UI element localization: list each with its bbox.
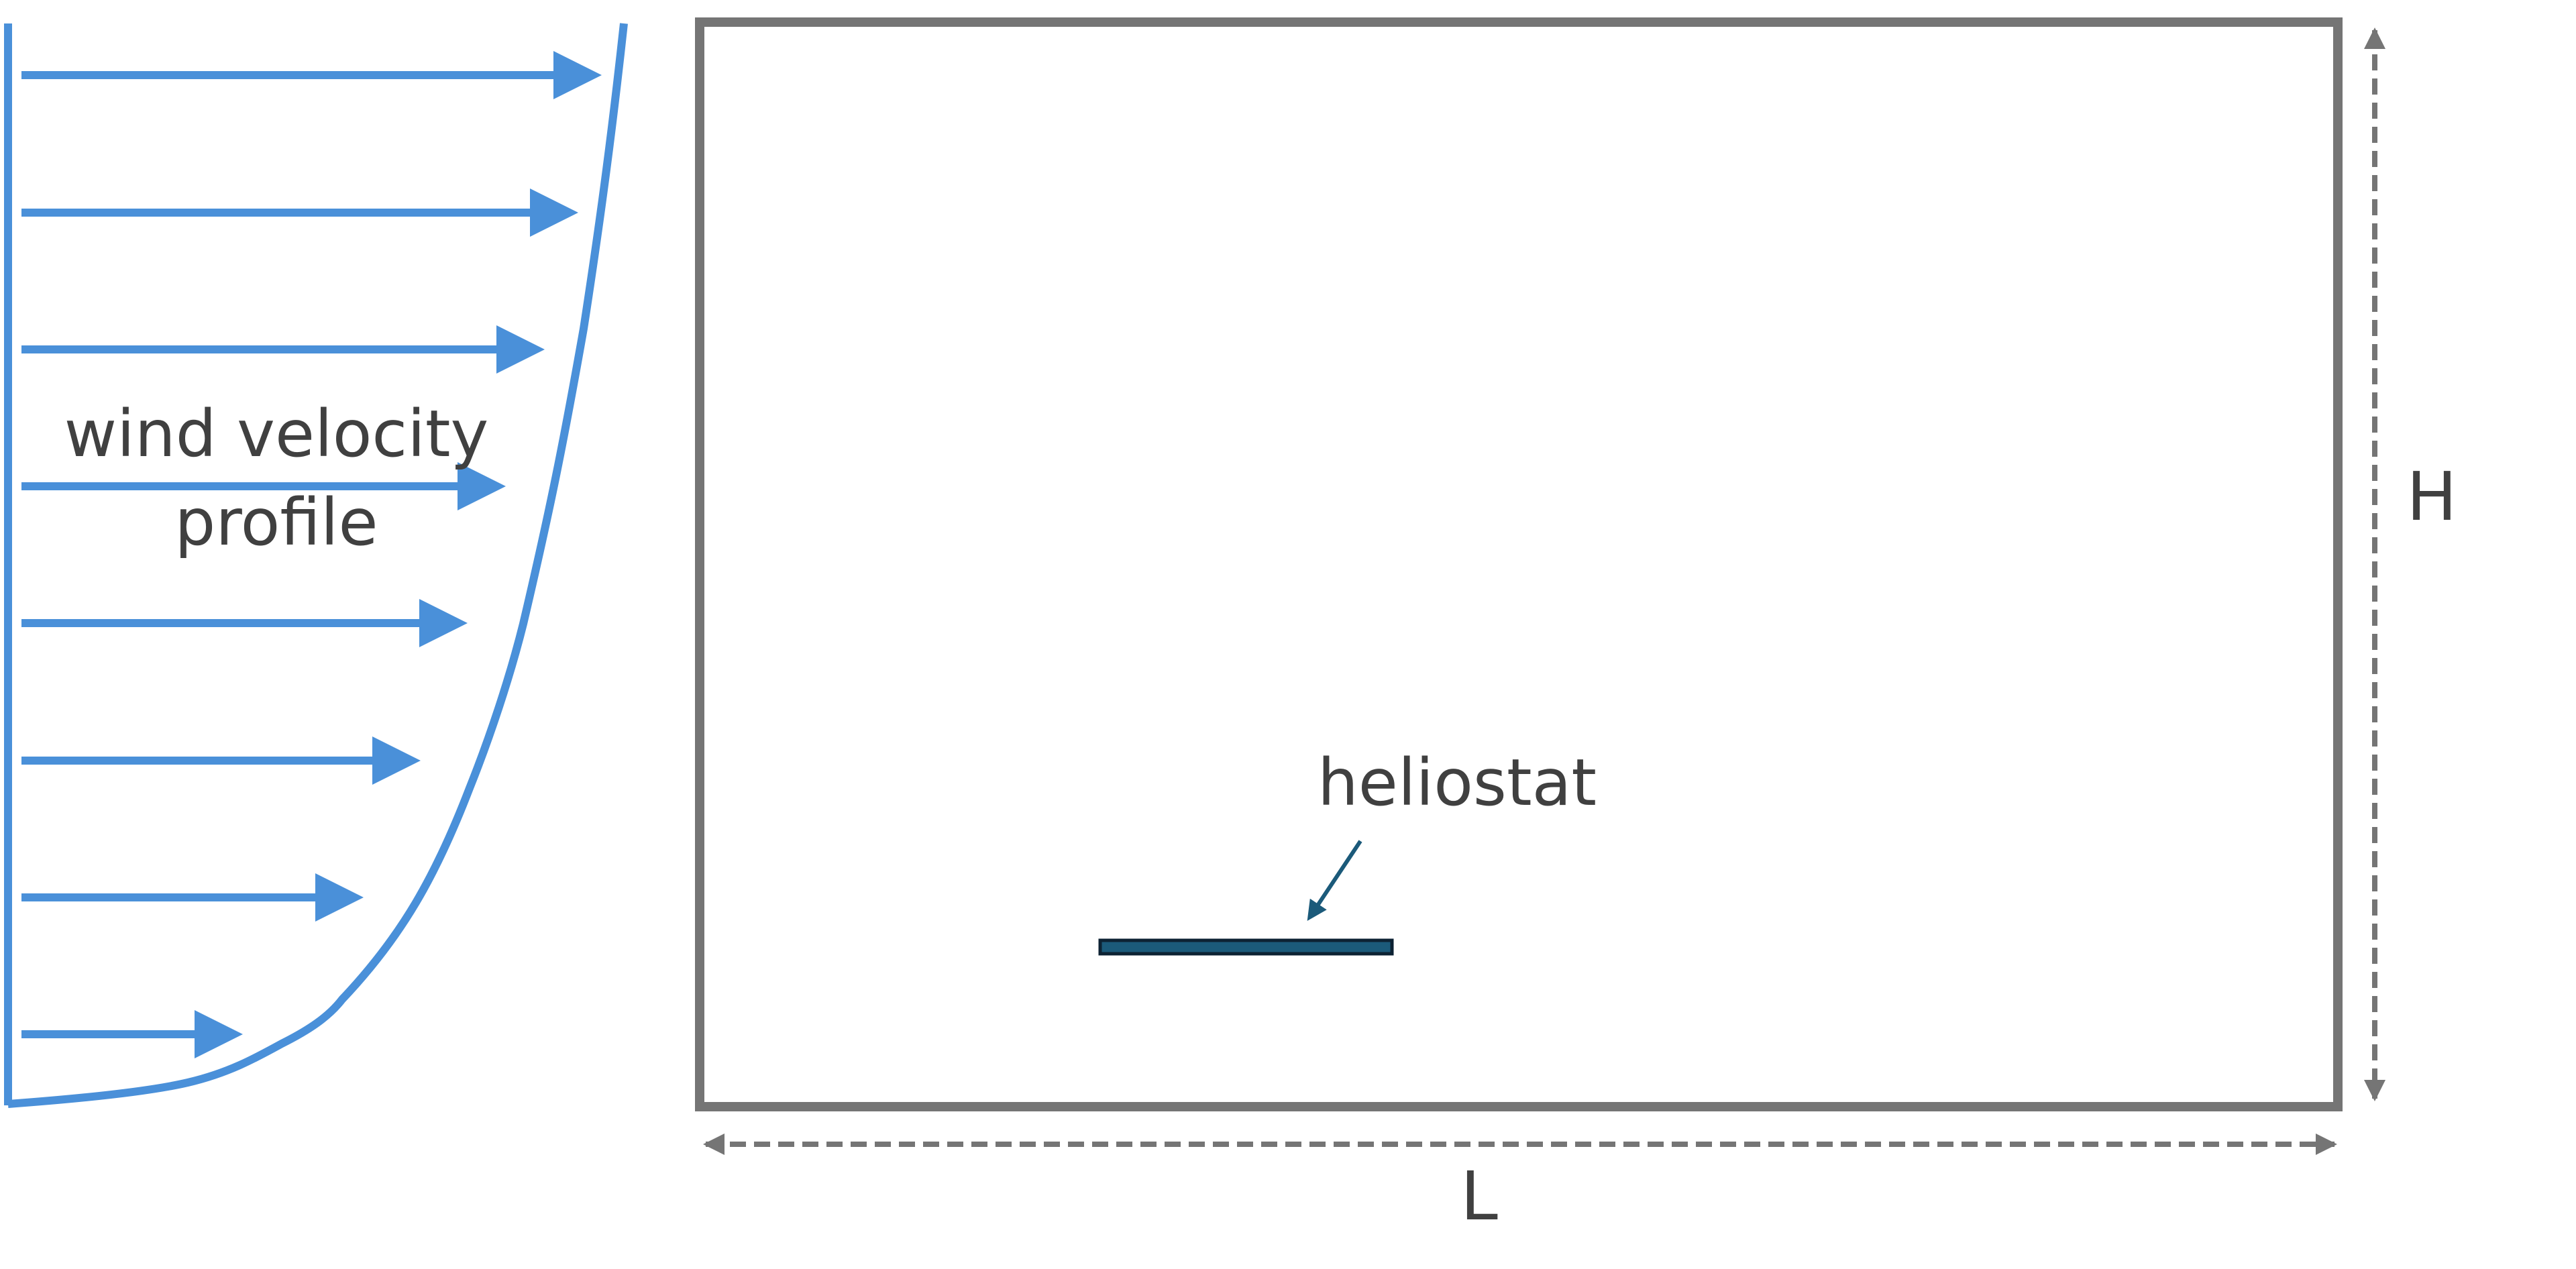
wind-profile: wind velocity profile: [4, 23, 628, 1108]
heliostat-pointer-arrow: [1307, 840, 1362, 921]
length-label: L: [1460, 1157, 1498, 1235]
heliostat-plate: [1098, 938, 1394, 956]
wind-profile-label-line1: wind velocity: [64, 396, 489, 472]
height-label: H: [2406, 457, 2457, 536]
heliostat-label: heliostat: [1318, 745, 1597, 820]
velocity-arrows: [21, 51, 602, 1058]
heliostat: heliostat: [1098, 745, 1597, 956]
length-dimension: L: [703, 1134, 2337, 1235]
velocity-profile-curve: [7, 23, 628, 1108]
height-dimension: H: [2364, 27, 2457, 1101]
wind-profile-label-line2: profile: [174, 485, 378, 560]
computational-domain: [695, 17, 2343, 1111]
